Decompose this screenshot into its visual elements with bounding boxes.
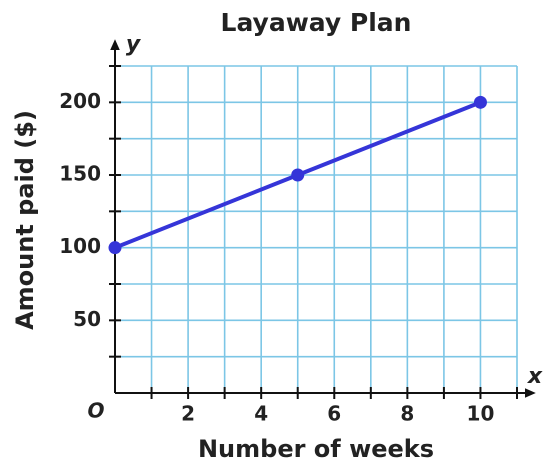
x-tick-label: 6 — [327, 402, 341, 426]
y-tick-label: 100 — [59, 234, 101, 258]
x-axis-label: Number of weeks — [198, 435, 434, 463]
y-axis-letter: y — [126, 32, 142, 57]
x-tick-label: 10 — [467, 402, 495, 426]
chart-title: Layaway Plan — [221, 8, 412, 37]
y-tick-label: 200 — [59, 89, 101, 113]
origin-label: O — [87, 399, 104, 423]
x-tick-label: 4 — [254, 402, 268, 426]
data-point — [291, 168, 305, 182]
data-point — [108, 241, 122, 255]
x-tick-label: 2 — [181, 402, 195, 426]
x-axis-letter: x — [527, 364, 543, 389]
y-axis-label: Amount paid ($) — [11, 110, 39, 330]
y-tick-label: 50 — [73, 307, 101, 331]
data-point — [473, 95, 487, 109]
y-tick-label: 150 — [59, 162, 101, 186]
x-tick-label: 8 — [400, 402, 414, 426]
